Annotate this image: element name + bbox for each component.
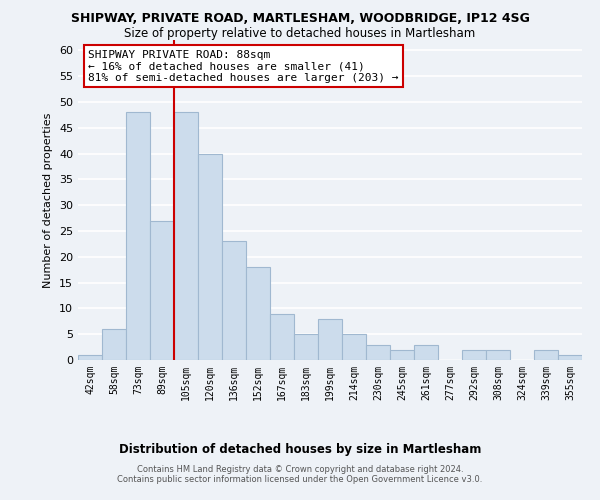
- Bar: [342, 334, 366, 360]
- Bar: [558, 355, 582, 360]
- Text: SHIPWAY PRIVATE ROAD: 88sqm
← 16% of detached houses are smaller (41)
81% of sem: SHIPWAY PRIVATE ROAD: 88sqm ← 16% of det…: [88, 50, 398, 83]
- Bar: [222, 242, 246, 360]
- Text: Distribution of detached houses by size in Martlesham: Distribution of detached houses by size …: [119, 442, 481, 456]
- Bar: [390, 350, 414, 360]
- Bar: [294, 334, 318, 360]
- Bar: [318, 318, 342, 360]
- Bar: [486, 350, 510, 360]
- Bar: [150, 220, 174, 360]
- Text: SHIPWAY, PRIVATE ROAD, MARTLESHAM, WOODBRIDGE, IP12 4SG: SHIPWAY, PRIVATE ROAD, MARTLESHAM, WOODB…: [71, 12, 529, 26]
- Bar: [78, 355, 102, 360]
- Bar: [246, 267, 270, 360]
- Text: Size of property relative to detached houses in Martlesham: Size of property relative to detached ho…: [124, 28, 476, 40]
- Bar: [126, 112, 150, 360]
- Bar: [102, 329, 126, 360]
- Y-axis label: Number of detached properties: Number of detached properties: [43, 112, 53, 288]
- Bar: [462, 350, 486, 360]
- Bar: [270, 314, 294, 360]
- Bar: [198, 154, 222, 360]
- Bar: [534, 350, 558, 360]
- Bar: [174, 112, 198, 360]
- Bar: [366, 344, 390, 360]
- Text: Contains HM Land Registry data © Crown copyright and database right 2024.
Contai: Contains HM Land Registry data © Crown c…: [118, 464, 482, 484]
- Bar: [414, 344, 438, 360]
